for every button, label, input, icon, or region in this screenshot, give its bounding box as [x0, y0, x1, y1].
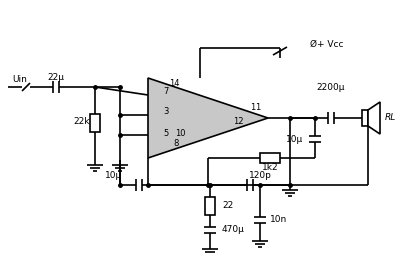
Text: 10μ: 10μ: [286, 135, 303, 144]
Text: 470μ: 470μ: [222, 226, 245, 234]
Text: 1k2: 1k2: [262, 164, 278, 172]
Polygon shape: [148, 78, 268, 158]
Text: RL: RL: [385, 114, 396, 122]
Text: Ø+ Vcc: Ø+ Vcc: [310, 40, 344, 49]
Text: 2200μ: 2200μ: [317, 83, 345, 91]
Text: 22μ: 22μ: [48, 73, 64, 83]
Text: 7: 7: [163, 87, 168, 96]
Bar: [90, 114, 100, 132]
Text: 3: 3: [163, 107, 168, 117]
Text: 10: 10: [175, 129, 185, 137]
Text: 14: 14: [169, 80, 179, 88]
Polygon shape: [368, 102, 380, 134]
Bar: [205, 197, 215, 215]
Text: 10n: 10n: [270, 215, 287, 225]
Text: 10μ: 10μ: [105, 170, 122, 180]
Text: 22k: 22k: [74, 118, 90, 126]
Text: 22: 22: [222, 201, 233, 211]
Text: 12: 12: [233, 117, 243, 125]
Text: 1: 1: [255, 103, 261, 112]
Text: Uin: Uin: [12, 75, 28, 85]
Bar: [362, 110, 368, 126]
Text: 1: 1: [250, 103, 256, 112]
Text: 5: 5: [163, 129, 168, 137]
Text: 8: 8: [173, 138, 178, 148]
Text: 120p: 120p: [248, 170, 272, 180]
Bar: [260, 153, 280, 163]
